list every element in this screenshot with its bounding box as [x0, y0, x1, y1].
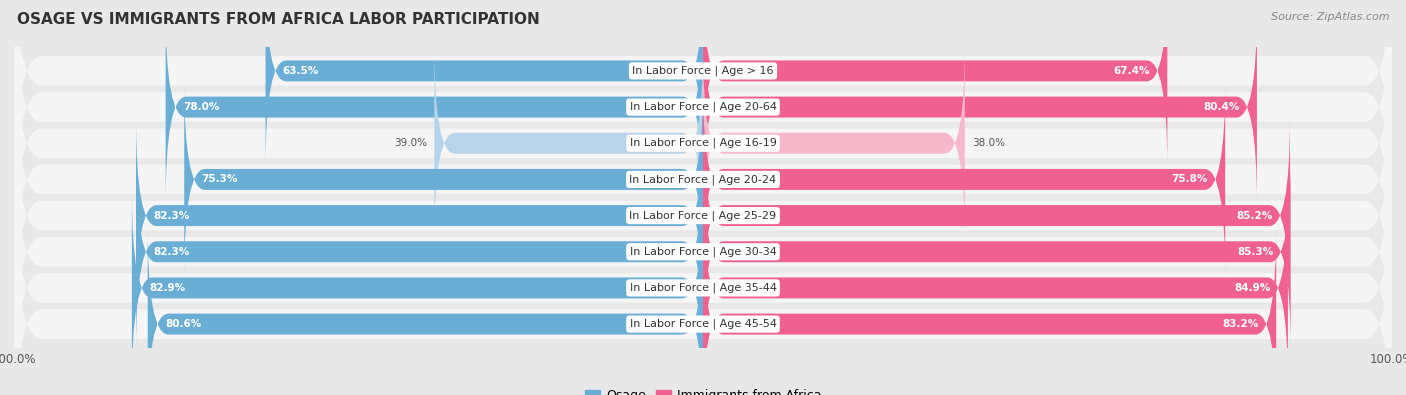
FancyBboxPatch shape	[703, 0, 1167, 169]
Text: In Labor Force | Age 35-44: In Labor Force | Age 35-44	[630, 283, 776, 293]
Text: 85.3%: 85.3%	[1237, 247, 1274, 257]
Text: 80.4%: 80.4%	[1204, 102, 1240, 112]
FancyBboxPatch shape	[266, 0, 703, 169]
Text: In Labor Force | Age 45-54: In Labor Force | Age 45-54	[630, 319, 776, 329]
FancyBboxPatch shape	[14, 122, 1392, 382]
Text: In Labor Force | Age 30-34: In Labor Force | Age 30-34	[630, 246, 776, 257]
FancyBboxPatch shape	[148, 226, 703, 395]
Text: 63.5%: 63.5%	[283, 66, 319, 76]
FancyBboxPatch shape	[14, 0, 1392, 201]
Text: 38.0%: 38.0%	[972, 138, 1005, 148]
Text: 84.9%: 84.9%	[1234, 283, 1271, 293]
Text: In Labor Force | Age 20-24: In Labor Force | Age 20-24	[630, 174, 776, 185]
Text: 75.8%: 75.8%	[1171, 175, 1208, 184]
FancyBboxPatch shape	[14, 158, 1392, 395]
Text: 85.2%: 85.2%	[1236, 211, 1272, 220]
Text: 82.9%: 82.9%	[149, 283, 186, 293]
FancyBboxPatch shape	[14, 194, 1392, 395]
FancyBboxPatch shape	[132, 190, 703, 386]
FancyBboxPatch shape	[703, 81, 1225, 277]
Text: 39.0%: 39.0%	[395, 138, 427, 148]
FancyBboxPatch shape	[703, 9, 1257, 205]
Text: 78.0%: 78.0%	[183, 102, 219, 112]
FancyBboxPatch shape	[434, 45, 703, 241]
Text: OSAGE VS IMMIGRANTS FROM AFRICA LABOR PARTICIPATION: OSAGE VS IMMIGRANTS FROM AFRICA LABOR PA…	[17, 12, 540, 27]
FancyBboxPatch shape	[14, 86, 1392, 346]
FancyBboxPatch shape	[703, 45, 965, 241]
FancyBboxPatch shape	[166, 9, 703, 205]
Text: 83.2%: 83.2%	[1223, 319, 1258, 329]
Text: 80.6%: 80.6%	[165, 319, 201, 329]
Text: 82.3%: 82.3%	[153, 247, 190, 257]
Legend: Osage, Immigrants from Africa: Osage, Immigrants from Africa	[579, 384, 827, 395]
Text: In Labor Force | Age > 16: In Labor Force | Age > 16	[633, 66, 773, 76]
Text: In Labor Force | Age 16-19: In Labor Force | Age 16-19	[630, 138, 776, 149]
FancyBboxPatch shape	[703, 154, 1291, 350]
FancyBboxPatch shape	[703, 190, 1288, 386]
FancyBboxPatch shape	[14, 49, 1392, 309]
Text: 67.4%: 67.4%	[1114, 66, 1150, 76]
Text: 75.3%: 75.3%	[201, 175, 238, 184]
Text: 82.3%: 82.3%	[153, 211, 190, 220]
FancyBboxPatch shape	[184, 81, 703, 277]
FancyBboxPatch shape	[703, 118, 1289, 314]
FancyBboxPatch shape	[14, 0, 1392, 237]
FancyBboxPatch shape	[136, 118, 703, 314]
Text: In Labor Force | Age 20-64: In Labor Force | Age 20-64	[630, 102, 776, 112]
FancyBboxPatch shape	[703, 226, 1277, 395]
Text: Source: ZipAtlas.com: Source: ZipAtlas.com	[1271, 12, 1389, 22]
Text: In Labor Force | Age 25-29: In Labor Force | Age 25-29	[630, 210, 776, 221]
FancyBboxPatch shape	[14, 13, 1392, 273]
FancyBboxPatch shape	[136, 154, 703, 350]
